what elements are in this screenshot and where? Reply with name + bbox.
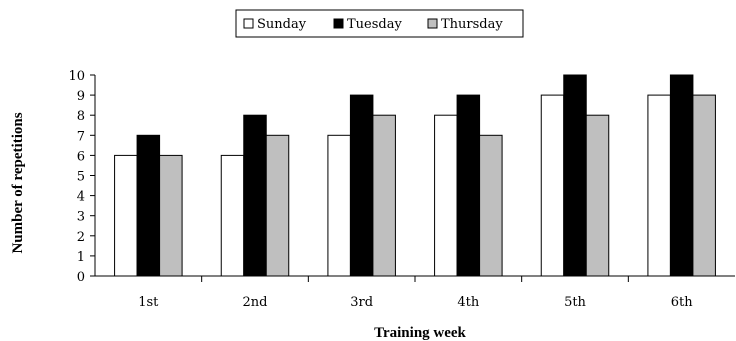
bar-thursday-2nd	[265, 134, 290, 277]
bar-tuesday-3rd	[349, 94, 374, 277]
y-tick-label: 10	[68, 69, 85, 84]
legend-swatch-thursday	[427, 18, 438, 29]
x-tick-label: 5th	[564, 295, 586, 310]
y-tick-label: 7	[77, 129, 85, 144]
bar-tuesday-4th	[456, 94, 481, 277]
bar-sunday-4th	[434, 114, 458, 277]
bar-sunday-5th	[540, 94, 565, 277]
bar-tuesday-6th	[669, 74, 694, 277]
y-tick-label: 1	[77, 250, 85, 265]
bar-thursday-1st	[159, 154, 183, 277]
bar-sunday-6th	[647, 94, 671, 277]
x-axis-ticks: 1st 2nd 3rd 4th 5th 6th	[138, 276, 693, 310]
y-tick-label: 3	[77, 210, 85, 225]
bar-thursday-6th	[692, 94, 716, 277]
y-tick-label: 9	[77, 89, 85, 104]
legend-frame	[235, 9, 524, 38]
x-tick-label: 3rd	[350, 295, 373, 310]
y-tick-label: 6	[77, 149, 85, 164]
legend-swatch-sunday	[243, 18, 254, 29]
y-tick-label: 4	[77, 190, 85, 205]
legend-swatch-tuesday	[333, 18, 344, 29]
bar-sunday-1st	[114, 154, 138, 277]
y-tick-label: 2	[77, 230, 85, 245]
bar-tuesday-2nd	[243, 114, 267, 277]
x-axis-title: Training week	[374, 325, 466, 341]
bars	[114, 74, 716, 277]
x-tick-label: 4th	[457, 295, 479, 310]
bar-sunday-2nd	[220, 154, 245, 277]
legend: Sunday Tuesday Thursday	[235, 9, 524, 38]
bar-tuesday-5th	[563, 74, 587, 277]
bar-sunday-3rd	[327, 134, 351, 277]
legend-label-tuesday: Tuesday	[347, 17, 402, 32]
y-axis-ticks: 0 1 2 3 4 5 6 7 8 9 10	[68, 69, 95, 285]
bar-thursday-5th	[585, 114, 610, 277]
y-tick-label: 0	[77, 270, 85, 285]
bar-thursday-3rd	[372, 114, 396, 277]
legend-label-sunday: Sunday	[257, 17, 307, 32]
bar-tuesday-1st	[136, 134, 161, 277]
bar-thursday-4th	[479, 134, 503, 277]
y-axis-title: Number of repetitions	[10, 112, 26, 253]
x-tick-label: 1st	[138, 295, 159, 310]
x-tick-label: 2nd	[243, 295, 268, 310]
y-tick-label: 5	[77, 170, 85, 185]
x-tick-label: 6th	[671, 295, 693, 310]
y-tick-label: 8	[77, 109, 85, 124]
legend-label-thursday: Thursday	[441, 17, 503, 32]
